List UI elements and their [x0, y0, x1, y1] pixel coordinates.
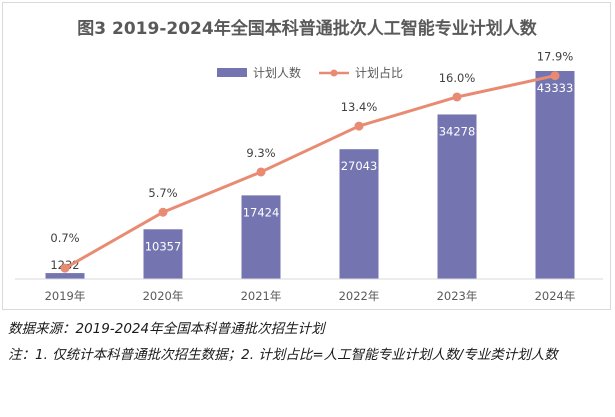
legend-line-marker: [330, 69, 338, 77]
line-series-path: [64, 74, 556, 270]
bar-3: [339, 149, 379, 279]
legend: 计划人数 计划占比: [217, 65, 403, 80]
bar-value-label-3: 27043: [341, 159, 378, 173]
line-value-label-3: 13.4%: [341, 100, 378, 114]
bar-value-label-4: 34278: [439, 124, 476, 138]
chart-frame: 图3 2019-2024年全国本科普通批次人工智能专业计划人数 计划人数 计划占…: [2, 2, 611, 310]
notes-text: 注：1. 仅统计本科普通批次招生数据；2. 计划占比=人工智能专业计划人数/专业…: [8, 347, 558, 363]
x-tick-label-2: 2021年: [241, 289, 282, 303]
line-point-3: [354, 121, 364, 131]
legend-bar-label: 计划人数: [253, 65, 301, 80]
x-tick-label-3: 2022年: [339, 289, 380, 303]
line-value-label-2: 9.3%: [246, 146, 275, 160]
line-value-label-0: 0.7%: [50, 231, 79, 245]
bar-0: [45, 273, 85, 279]
x-tick-label-1: 2020年: [143, 289, 184, 303]
line-point-4: [452, 92, 462, 102]
chart-svg: 图3 2019-2024年全国本科普通批次人工智能专业计划人数 计划人数 计划占…: [15, 18, 603, 303]
line-point-0: [60, 263, 70, 273]
line-labels-layer: 0.7% 5.7% 9.3% 13.4% 16.0% 17.9%: [50, 50, 573, 245]
x-tick-label-4: 2023年: [437, 289, 478, 303]
line-point-1: [158, 207, 168, 217]
source-note: 数据来源：2019-2024年全国本科普通批次招生计划: [8, 321, 325, 337]
bar-2: [241, 195, 281, 279]
bar-5: [535, 71, 575, 279]
bar-value-label-5: 43333: [537, 81, 574, 95]
bar-1: [143, 229, 183, 279]
bar-4: [437, 114, 477, 279]
bar-value-label-2: 17424: [243, 205, 280, 219]
legend-bar-swatch: [217, 68, 247, 77]
x-ticks-layer: 2019年 2020年 2021年 2022年 2023年 2024年: [45, 289, 576, 303]
line-point-5: [550, 71, 560, 81]
bar-labels-layer: 12321035717424270433427843333: [50, 81, 573, 272]
x-tick-label-0: 2019年: [45, 289, 86, 303]
line-value-label-1: 5.7%: [148, 186, 177, 200]
line-layer: [60, 71, 560, 273]
legend-line-label: 计划占比: [355, 65, 403, 80]
x-tick-label-5: 2024年: [535, 289, 576, 303]
line-point-2: [256, 167, 266, 177]
bar-value-label-1: 10357: [145, 239, 182, 253]
bars-layer: [45, 71, 575, 279]
line-value-label-4: 16.0%: [439, 71, 476, 85]
chart-title: 图3 2019-2024年全国本科普通批次人工智能专业计划人数: [77, 18, 537, 39]
line-value-label-5: 17.9%: [537, 50, 574, 64]
